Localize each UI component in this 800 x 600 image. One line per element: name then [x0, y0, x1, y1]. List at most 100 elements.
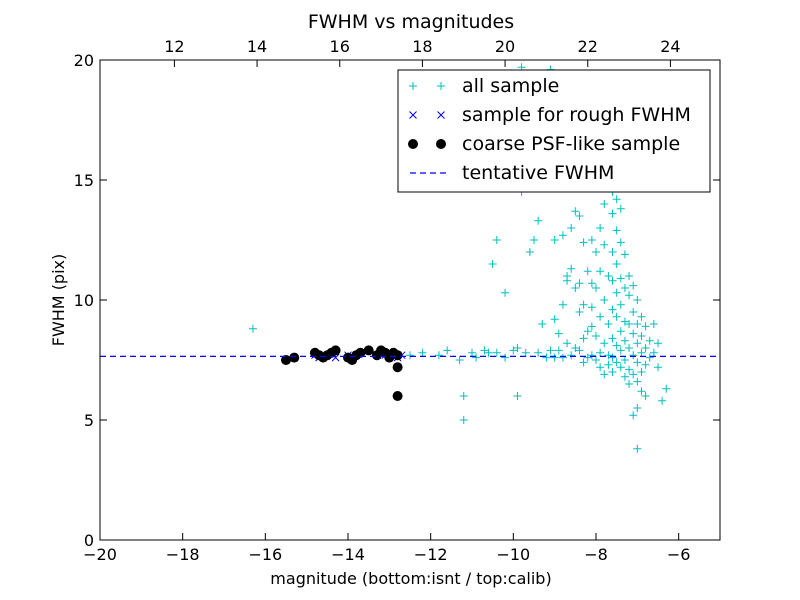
- all-sample-point: [575, 279, 584, 288]
- all-sample-point: [600, 296, 609, 304]
- legend-entry: tentative FWHM: [410, 162, 614, 184]
- all-sample-point: [616, 238, 625, 247]
- all-sample-point: [554, 346, 563, 355]
- all-sample-point: [513, 392, 522, 400]
- all-sample-point: [583, 267, 592, 276]
- all-sample-point: [567, 224, 576, 232]
- all-sample-point: [501, 288, 510, 297]
- legend-box: [397, 69, 711, 193]
- all-sample-point: [488, 260, 497, 268]
- all-sample-point: [612, 288, 621, 297]
- all-sample-point: [612, 195, 621, 204]
- all-sample-point: [625, 291, 634, 300]
- all-sample-point: [604, 320, 613, 328]
- all-sample-point: [600, 370, 609, 379]
- all-sample-point: [629, 329, 638, 338]
- all-sample-point: [509, 346, 518, 355]
- all-sample-point: [571, 284, 580, 292]
- legend-swatch: [409, 82, 417, 90]
- all-sample-point: [579, 238, 588, 247]
- all-sample-point: [641, 360, 650, 369]
- legend-entry: sample for rough FWHM: [409, 104, 691, 126]
- all-sample-point: [600, 240, 609, 249]
- chart-marks: [100, 63, 720, 453]
- all-sample-point: [616, 363, 625, 372]
- x-tick-label: −18: [166, 545, 200, 564]
- all-sample-point: [596, 312, 605, 321]
- all-sample-point: [550, 315, 559, 324]
- x-axis-title: magnitude (bottom:isnt / top:calib): [270, 569, 551, 588]
- all-sample-point: [600, 200, 609, 208]
- all-sample-point: [620, 317, 629, 326]
- all-sample-point: [248, 324, 257, 333]
- series-2: [281, 345, 403, 401]
- y-tick-label: 20: [74, 51, 94, 70]
- all-sample-point: [468, 348, 476, 357]
- y-tick-label: 10: [74, 291, 94, 310]
- all-sample-point: [604, 351, 613, 360]
- all-sample-point: [633, 358, 642, 367]
- all-sample-point: [596, 363, 605, 372]
- all-sample-point: [620, 336, 629, 345]
- all-sample-point: [620, 356, 629, 364]
- all-sample-point: [633, 339, 642, 348]
- all-sample-point: [637, 387, 646, 396]
- legend-entry: coarse PSF-like sample: [408, 133, 680, 155]
- top-tick-label: 16: [330, 37, 350, 56]
- all-sample-point: [629, 370, 638, 379]
- all-sample-point: [558, 300, 567, 309]
- all-sample-point: [587, 279, 596, 288]
- all-sample-point: [662, 384, 671, 393]
- all-sample-point: [600, 339, 609, 348]
- all-sample-point: [620, 284, 629, 292]
- all-sample-point: [592, 356, 600, 364]
- y-tick-label: 5: [84, 411, 94, 430]
- all-sample-point: [492, 236, 501, 244]
- x-tick-label: −8: [584, 545, 608, 564]
- all-sample-point: [480, 346, 489, 355]
- all-sample-point: [563, 339, 572, 348]
- all-sample-point: [472, 353, 481, 362]
- top-tick-label: 12: [164, 37, 184, 56]
- legend-label: all sample: [462, 75, 559, 97]
- all-sample-point: [583, 327, 592, 336]
- all-sample-point: [592, 332, 600, 340]
- all-sample-point: [579, 358, 588, 367]
- all-sample-point: [612, 260, 621, 268]
- legend-swatch: [408, 139, 418, 149]
- all-sample-point: [612, 341, 621, 350]
- all-sample-point: [443, 346, 452, 355]
- legend-label: sample for rough FWHM: [462, 104, 691, 126]
- all-sample-point: [616, 327, 625, 336]
- top-tick-label: 24: [660, 37, 680, 56]
- all-sample-point: [550, 236, 559, 244]
- all-sample-point: [616, 346, 625, 355]
- x-tick-label: −6: [667, 545, 691, 564]
- all-sample-point: [616, 300, 625, 309]
- all-sample-point: [550, 353, 559, 362]
- top-tick-label: 22: [578, 37, 598, 56]
- all-sample-point: [583, 353, 592, 362]
- all-sample-point: [406, 351, 414, 360]
- all-sample-point: [596, 348, 605, 357]
- chart-title: FWHM vs magnitudes: [308, 11, 514, 33]
- all-sample-point: [629, 308, 638, 316]
- all-sample-point: [575, 308, 584, 316]
- all-sample-point: [587, 236, 596, 244]
- all-sample-point: [625, 344, 634, 352]
- all-sample-point: [579, 334, 588, 343]
- all-sample-point: [459, 392, 468, 400]
- all-sample-point: [608, 305, 617, 314]
- psf-like-point: [392, 391, 403, 401]
- all-sample-point: [554, 329, 563, 338]
- top-tick-label: 14: [247, 37, 267, 56]
- all-sample-point: [625, 380, 634, 388]
- all-sample-point: [633, 404, 642, 412]
- all-sample-point: [604, 272, 613, 280]
- all-sample-point: [612, 358, 621, 367]
- legend-swatch: [437, 82, 445, 90]
- all-sample-point: [637, 332, 646, 340]
- all-sample-point: [538, 320, 547, 328]
- all-sample-point: [575, 212, 584, 220]
- all-sample-point: [567, 264, 576, 273]
